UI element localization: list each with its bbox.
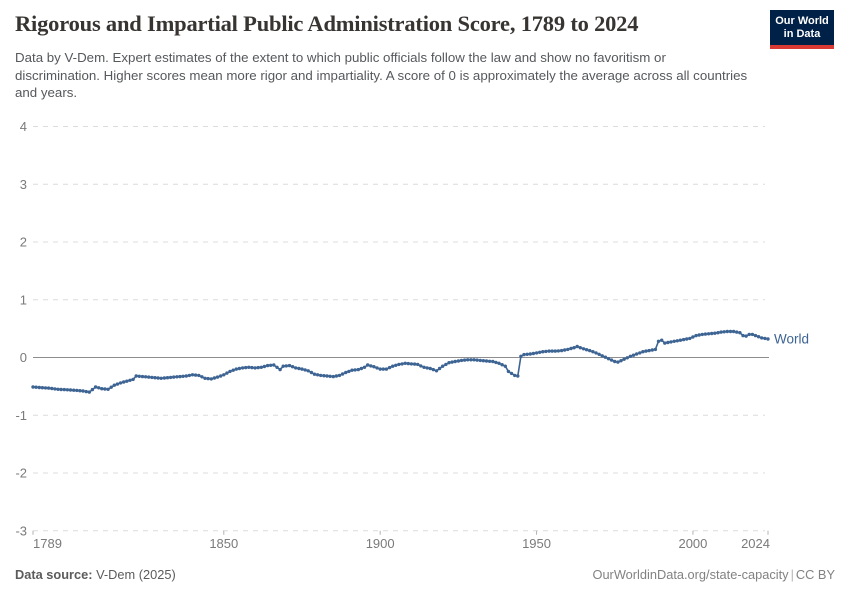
footer-links: OurWorldinData.org/state-capacity | CC BY (592, 567, 835, 582)
y-axis-tick-label: -3 (15, 523, 27, 538)
x-axis-tick-label: 2024 (741, 536, 770, 551)
owid-logo[interactable]: Our World in Data (770, 10, 834, 49)
y-axis-tick-label: -2 (15, 466, 27, 481)
page-title: Rigorous and Impartial Public Administra… (15, 11, 639, 36)
x-axis-tick-label: 1900 (366, 536, 395, 551)
world-series-markers (31, 329, 770, 394)
data-source-value: V-Dem (2025) (92, 567, 176, 582)
y-axis-tick-label: 1 (20, 292, 27, 307)
x-axis-tick-label: 1850 (209, 536, 238, 551)
y-axis-tick-label: 3 (20, 177, 27, 192)
series-end-label-world[interactable]: World (774, 332, 809, 347)
y-axis-tick-label: 0 (20, 350, 27, 365)
chart-footer: Data source: V-Dem (2025) OurWorldinData… (15, 567, 835, 582)
owid-url-link[interactable]: OurWorldinData.org/state-capacity (592, 567, 789, 582)
owid-logo-line1: Our World (775, 15, 829, 27)
owid-logo-line2: in Data (783, 27, 821, 40)
footer-separator: | (790, 567, 794, 582)
data-source-label: Data source: (15, 567, 93, 582)
line-chart-canvas: 4 3 2 1 0 -1 -2 -3 1789 1850 1900 1950 2000 2024 World (15, 119, 809, 551)
y-axis-tick-label: 2 (20, 235, 27, 250)
data-source: Data source: V-Dem (2025) (15, 567, 176, 582)
y-axis-tick-label: -1 (15, 408, 27, 423)
x-axis-tick-label: 2000 (678, 536, 707, 551)
x-axis-tick-label: 1789 (33, 536, 62, 551)
x-axis-tick-label: 1950 (522, 536, 551, 551)
cc-by-license-link[interactable]: CC BY (795, 567, 835, 582)
chart-subtitle: Data by V-Dem. Expert estimates of the e… (15, 50, 748, 100)
y-axis-tick-label: 4 (20, 119, 27, 134)
